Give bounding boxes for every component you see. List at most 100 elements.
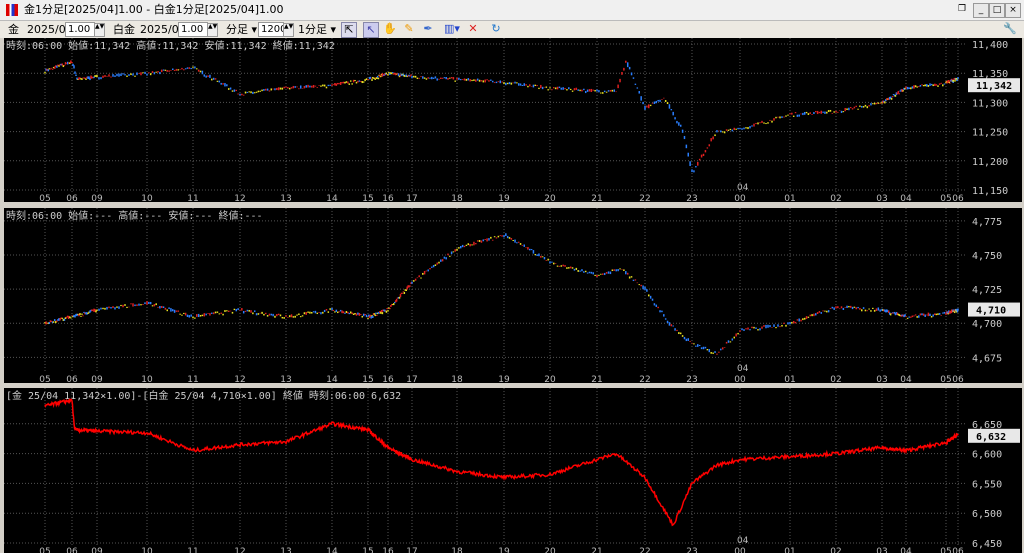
multiplier1-input[interactable]: 1.00 xyxy=(65,22,95,37)
y-tick-label: 11,250 xyxy=(972,128,1008,139)
last-price-value: 6,632 xyxy=(976,432,1006,443)
multiplier1-spinner[interactable]: ▲▼ xyxy=(94,23,105,37)
x-tick-label: 09 xyxy=(91,547,103,553)
x-tick-label: 20 xyxy=(544,194,556,204)
last-price-badge xyxy=(968,302,1020,317)
month1-label: 2025/04 xyxy=(27,23,73,36)
x-tick-label: 19 xyxy=(498,194,510,204)
y-tick-label: 6,500 xyxy=(972,509,1002,520)
bar-chart-icon[interactable]: ▥▾ xyxy=(444,22,460,35)
x-tick-label: 16 xyxy=(382,547,394,553)
x-tick-label: 05 xyxy=(39,194,50,204)
x-tick-label: 17 xyxy=(406,375,417,385)
x-tick-label: 19 xyxy=(498,547,510,553)
x-tick-label: 03 xyxy=(876,194,887,204)
x-tick-label: 22 xyxy=(639,194,650,204)
maximize-button[interactable]: □ xyxy=(989,3,1005,18)
plot-background xyxy=(4,388,966,553)
x-tick-label: 00 xyxy=(734,194,746,204)
x-tick-label: 02 xyxy=(830,194,841,204)
y-axis xyxy=(966,38,1022,202)
pen-icon[interactable]: ✒ xyxy=(423,22,433,35)
y-tick-label: 6,550 xyxy=(972,479,1002,490)
period-dropdown[interactable]: 1分足 ▾ xyxy=(298,23,337,36)
select-icon[interactable]: ↖ xyxy=(363,22,379,38)
x-tick-label: 22 xyxy=(639,375,650,385)
x-tick-label: 05 xyxy=(940,194,951,204)
x-tick-label: 10 xyxy=(141,375,153,385)
last-price-value: 11,342 xyxy=(976,81,1012,92)
hand-icon[interactable]: ✋ xyxy=(383,22,397,35)
last-price-value: 4,710 xyxy=(976,306,1006,317)
x-tick-label: 09 xyxy=(91,375,103,385)
x-tick-label: 04 xyxy=(900,375,912,385)
x-tick-label: 23 xyxy=(686,194,697,204)
plot-background xyxy=(4,38,966,202)
last-price-badge xyxy=(968,428,1020,443)
x-tick-label: 03 xyxy=(876,547,887,553)
y-tick-label: 4,700 xyxy=(972,319,1002,330)
panel-header: [金 25/04 11,342×1.00]-[白金 25/04 4,710×1.… xyxy=(6,389,401,402)
x-tick-label: 17 xyxy=(406,547,417,553)
period-type-label: 分足 xyxy=(226,23,248,36)
date-marker: 04 xyxy=(737,364,749,374)
multiplier2-input[interactable]: 1.00 xyxy=(178,22,208,37)
toolbar: 金 2025/04 1.00 ▲▼ 白金 2025/04 1.00 ▲▼ 分足 … xyxy=(0,21,1024,38)
symbol1-label: 金 xyxy=(8,23,19,36)
panel-header: 時刻:06:00 始値:--- 高値:--- 安値:--- 終値:--- xyxy=(6,209,263,222)
x-tick-label: 15 xyxy=(362,194,373,204)
date-marker: 04 xyxy=(737,183,749,193)
x-tick-label: 10 xyxy=(141,194,153,204)
delete-lines-icon[interactable]: ✕ xyxy=(468,22,478,35)
y-axis xyxy=(966,208,1022,383)
y-tick-label: 11,300 xyxy=(972,98,1008,109)
plot-background xyxy=(4,208,966,383)
x-tick-label: 06 xyxy=(66,194,78,204)
x-tick-label: 15 xyxy=(362,547,373,553)
month2-label: 2025/04 xyxy=(140,23,186,36)
x-tick-label: 12 xyxy=(234,375,245,385)
x-tick-label: 01 xyxy=(784,194,795,204)
x-tick-label: 15 xyxy=(362,375,373,385)
y-tick-label: 4,750 xyxy=(972,251,1002,262)
x-tick-label: 21 xyxy=(591,547,602,553)
refresh-icon[interactable]: ↻ xyxy=(491,22,501,35)
x-tick-label: 17 xyxy=(406,194,417,204)
wrench-icon[interactable]: 🔧 xyxy=(1003,22,1017,35)
minimize-button[interactable]: _ xyxy=(973,3,989,18)
restore-icon[interactable]: ❐ xyxy=(957,4,967,14)
x-tick-label: 11 xyxy=(187,194,198,204)
x-tick-label: 06 xyxy=(952,194,964,204)
x-tick-label: 01 xyxy=(784,547,795,553)
pencil-icon[interactable]: ✎ xyxy=(404,22,414,35)
x-tick-label: 18 xyxy=(451,547,463,553)
x-tick-label: 09 xyxy=(91,194,103,204)
x-tick-label: 13 xyxy=(280,194,291,204)
multiplier2-spinner[interactable]: ▲▼ xyxy=(207,23,218,37)
y-tick-label: 6,600 xyxy=(972,450,1002,461)
x-tick-label: 06 xyxy=(66,375,78,385)
x-tick-label: 12 xyxy=(234,547,245,553)
spread-line xyxy=(44,398,959,527)
count-spinner[interactable]: ▲▼ xyxy=(283,23,294,37)
y-tick-label: 11,400 xyxy=(972,40,1008,51)
x-tick-label: 21 xyxy=(591,375,602,385)
x-tick-label: 05 xyxy=(940,547,951,553)
x-tick-label: 01 xyxy=(784,375,795,385)
panel-header: 時刻:06:00 始値:11,342 高値:11,342 安値:11,342 終… xyxy=(6,39,335,52)
x-tick-label: 05 xyxy=(940,375,951,385)
symbol2-label: 白金 xyxy=(113,23,135,36)
y-axis xyxy=(966,388,1022,553)
count-input[interactable]: 1200 xyxy=(258,22,286,37)
cursor-icon[interactable]: ⇱ xyxy=(341,22,357,38)
x-tick-label: 06 xyxy=(952,375,964,385)
period-type-dropdown[interactable]: 分足 ▾ xyxy=(226,23,258,36)
x-tick-label: 10 xyxy=(141,547,153,553)
close-button[interactable]: × xyxy=(1005,3,1021,18)
y-tick-label: 11,200 xyxy=(972,157,1008,168)
y-tick-label: 6,650 xyxy=(972,420,1002,431)
